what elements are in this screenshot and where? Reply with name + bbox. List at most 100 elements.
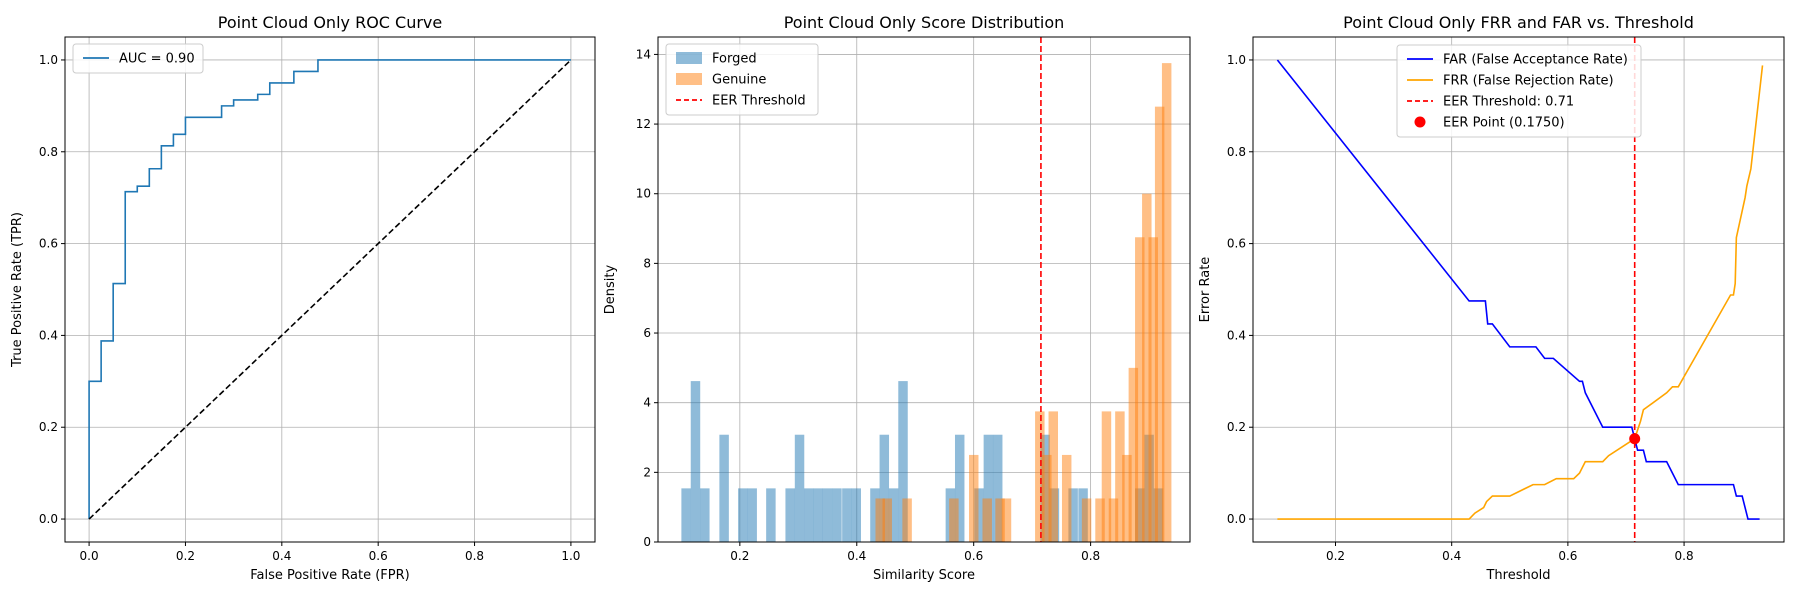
- x-tick-label: 0.6: [964, 549, 983, 563]
- legend-label: FRR (False Rejection Rate): [1443, 74, 1614, 89]
- forged-histogram-bar: [1068, 488, 1078, 542]
- y-tick-label: 0.8: [39, 145, 58, 159]
- y-tick-label: 0.2: [1227, 420, 1246, 434]
- x-axis-label: False Positive Rate (FPR): [250, 568, 409, 583]
- x-tick-label: 1.0: [561, 549, 580, 563]
- x-axis-label: Similarity Score: [873, 568, 975, 583]
- genuine-histogram-bar: [949, 498, 959, 542]
- forged-histogram-bar: [992, 434, 1003, 542]
- y-tick-label: 12: [636, 117, 651, 131]
- y-tick-label: 0: [643, 535, 651, 549]
- chart-title: Point Cloud Only FRR and FAR vs. Thresho…: [1343, 13, 1694, 32]
- legend-label: AUC = 0.90: [119, 52, 195, 67]
- forged-histogram-bar: [681, 488, 691, 542]
- legend-swatch: [1414, 116, 1426, 128]
- genuine-histogram-bar: [1048, 411, 1058, 542]
- genuine-histogram-bar: [1142, 193, 1152, 543]
- legend-label: Genuine: [712, 73, 766, 88]
- y-tick-label: 1.0: [39, 53, 58, 67]
- x-tick-label: 0.8: [1675, 549, 1694, 563]
- score-distribution-chart: 0.2 0.4 0.6 0.8 0 2 4 6 8 10 12 14 Point Cloud Only …: [603, 13, 1191, 583]
- legend-box: [1396, 44, 1642, 138]
- forged-histogram-bar: [898, 381, 908, 542]
- forged-histogram-bar: [842, 488, 852, 542]
- series-line-0: [1276, 59, 1760, 520]
- forged-histogram-bar: [766, 488, 776, 542]
- forged-histogram-bar: [700, 488, 710, 542]
- genuine-histogram-bar: [969, 454, 979, 542]
- x-tick-label: 0.8: [465, 549, 484, 563]
- y-tick-label: 1.0: [1227, 53, 1246, 67]
- legend: AUC = 0.90: [72, 43, 204, 74]
- legend-label: EER Threshold: [712, 94, 806, 109]
- legend-box: [665, 43, 819, 116]
- legend-label: EER Point (0.1750): [1443, 116, 1565, 131]
- forged-histogram-bar: [804, 488, 814, 542]
- series-line-1: [88, 59, 572, 520]
- forged-histogram-bar: [954, 434, 965, 542]
- legend-label: EER Threshold: 0.71: [1443, 95, 1574, 110]
- x-tick-label: 0.4: [272, 549, 291, 563]
- forged-histogram-bar: [785, 488, 795, 542]
- roc-chart: 0.0 0.2 0.4 0.6 0.8 1.0 0.0 0.2 0.4 0.6 0.8 1.0 Poin…: [10, 13, 596, 583]
- genuine-histogram-bar: [1148, 237, 1158, 543]
- forged-histogram-bar: [690, 381, 701, 542]
- axes-frame: [1252, 36, 1785, 543]
- y-tick-label: 0.4: [39, 328, 58, 342]
- legend-swatch: [676, 52, 702, 64]
- genuine-histogram-bar: [902, 498, 912, 542]
- y-axis-label: True Positive Rate (TPR): [10, 212, 25, 368]
- legend-box: [72, 43, 204, 74]
- legend-label: FAR (False Acceptance Rate): [1443, 53, 1628, 68]
- x-tick-label: 0.2: [730, 549, 749, 563]
- genuine-histogram-bar: [1161, 63, 1172, 542]
- x-tick-label: 0.8: [1081, 549, 1100, 563]
- genuine-histogram-bar: [1115, 411, 1125, 542]
- x-tick-label: 0.4: [1442, 549, 1461, 563]
- eer-point: [1629, 433, 1641, 445]
- y-tick-label: 0.0: [1227, 512, 1246, 526]
- y-tick-label: 14: [636, 47, 651, 61]
- forged-histogram-bar: [719, 434, 729, 542]
- genuine-histogram-bar: [995, 498, 1005, 542]
- y-tick-label: 0.8: [1227, 145, 1246, 159]
- axes-frame: [64, 36, 596, 543]
- far-frr-chart: 0.2 0.4 0.6 0.8 0.0 0.2 0.4 0.6 0.8 1.0 Point Clou…: [1198, 13, 1785, 583]
- genuine-histogram-bar: [1042, 454, 1052, 542]
- y-tick-label: 6: [643, 326, 651, 340]
- series-line-0: [88, 59, 571, 520]
- forged-histogram-bar: [832, 488, 842, 542]
- y-tick-label: 8: [643, 256, 651, 270]
- legend-swatch: [676, 73, 702, 85]
- legend-label: Forged: [712, 52, 757, 67]
- chart-title: Point Cloud Only ROC Curve: [218, 13, 443, 32]
- genuine-histogram-bar: [1061, 454, 1072, 542]
- genuine-histogram-bar: [1135, 237, 1145, 543]
- x-tick-label: 0.0: [80, 549, 99, 563]
- genuine-histogram-bar: [1128, 367, 1139, 542]
- forged-histogram-bar: [747, 488, 757, 542]
- y-tick-label: 0.6: [1227, 237, 1246, 251]
- genuine-histogram-bar: [1122, 454, 1132, 542]
- y-tick-label: 10: [636, 187, 651, 201]
- x-axis-label: Threshold: [1485, 568, 1550, 583]
- forged-histogram-bar: [794, 434, 805, 542]
- genuine-histogram-bar: [1154, 106, 1165, 542]
- legend: FAR (False Acceptance Rate) FRR (False Re…: [1396, 44, 1642, 138]
- forged-histogram-bar: [983, 434, 994, 542]
- x-tick-label: 0.4: [847, 549, 866, 563]
- y-axis-label: Error Rate: [1198, 257, 1213, 323]
- x-tick-label: 0.6: [369, 549, 388, 563]
- y-tick-label: 0.4: [1227, 328, 1246, 342]
- genuine-histogram-bar: [1101, 411, 1112, 542]
- y-tick-label: 0.6: [39, 237, 58, 251]
- genuine-histogram-bar: [882, 498, 892, 542]
- genuine-histogram-bar: [1095, 498, 1105, 542]
- forged-histogram-bar: [879, 434, 890, 542]
- y-tick-label: 4: [643, 396, 651, 410]
- y-tick-label: 2: [643, 465, 651, 479]
- series-line-1: [1277, 65, 1764, 520]
- genuine-histogram-bar: [1108, 498, 1119, 542]
- genuine-histogram-bar: [1035, 411, 1045, 542]
